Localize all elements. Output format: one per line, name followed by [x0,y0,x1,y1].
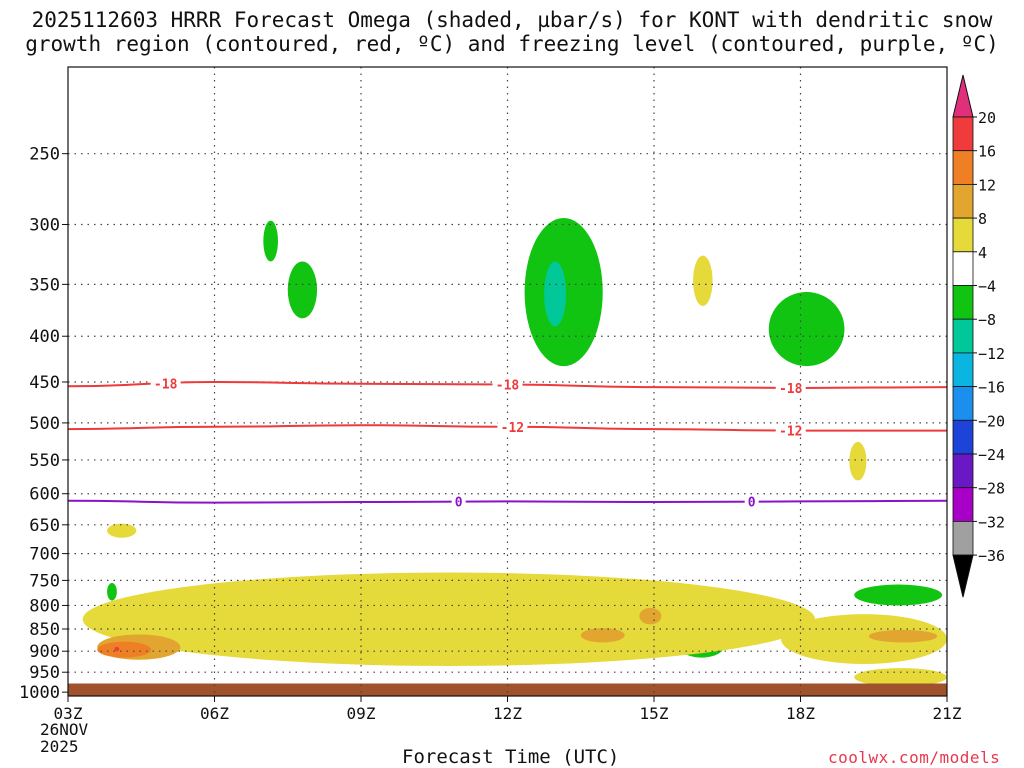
isotherm-label: -12 [779,424,802,439]
y-tick-label: 450 [29,373,60,393]
omega-region-6 [107,583,117,601]
colorbar-label: −16 [978,379,1005,397]
y-tick-label: 750 [29,571,60,591]
y-tick-label: 500 [29,414,60,434]
colorbar-label: −8 [978,311,996,329]
omega-region-16 [581,628,625,642]
omega-region-11 [107,524,136,538]
colorbar-segment [953,387,973,421]
colorbar-segment [953,151,973,185]
y-tick-label: 400 [29,327,60,347]
y-tick-label: 600 [29,485,60,505]
x-tick-label: 15Z [640,704,669,723]
isotherm-label: 0 [455,496,463,511]
colorbar-segment [953,252,973,286]
y-tick-label: 1000 [19,683,60,703]
site-credit[interactable]: coolwx.com/models [828,748,1000,767]
omega-region-10 [849,442,866,481]
colorbar-label: −24 [978,446,1005,464]
omega-region-20 [114,647,119,651]
omega-region-17 [639,608,661,625]
colorbar-segment [953,286,973,320]
omega-region-19 [97,642,151,658]
isotherm-label: -18 [154,377,178,392]
colorbar-segment [953,218,973,252]
colorbar-segment [953,319,973,353]
omega-region-18 [869,630,937,643]
colorbar-label: 4 [978,244,987,262]
isotherm-label: -18 [779,382,803,397]
x-tick-label: 21Z [933,704,962,723]
colorbar-top-arrow [953,75,973,117]
colorbar-segment [953,488,973,522]
y-tick-label: 650 [29,516,60,536]
isotherm-label: -12 [501,421,524,436]
colorbar-label: −4 [978,278,996,296]
omega-region-4 [544,262,566,327]
x-tick-label: 12Z [493,704,522,723]
omega-region-1 [263,221,278,262]
y-tick-label: 550 [29,451,60,471]
y-tick-label: 850 [29,620,60,640]
colorbar-segment [953,521,973,555]
colorbar-label: 16 [978,143,996,161]
y-tick-label: 300 [29,215,60,235]
y-tick-label: 800 [29,596,60,616]
colorbar-segment [953,454,973,488]
y-tick-label: 250 [29,145,60,165]
chart-area: -18 -18 -18 -12 -12 0 0 250 300 350 400 450 500 550 6… [0,0,1024,768]
colorbar-label: −12 [978,345,1005,363]
y-tick-label: 950 [29,663,60,683]
colorbar-label: −36 [978,547,1005,565]
omega-region-9 [693,256,713,306]
colorbar-label: −32 [978,513,1005,531]
colorbar-segment [953,117,973,151]
y-tick-label: 700 [29,545,60,565]
omega-shading-layer [83,218,947,686]
colorbar-label: 12 [978,176,996,194]
colorbar-segment [953,420,973,454]
omega-region-2 [288,262,317,319]
x-tick-label: 18Z [786,704,815,723]
x-tick-label: 09Z [347,704,376,723]
y-tick-label: 900 [29,642,60,662]
isotherm-label: 0 [748,496,756,511]
colorbar-label: −28 [978,480,1005,498]
colorbar-bottom-arrow [953,555,973,597]
start-date-year: 2025 [40,739,79,755]
colorbar-segment [953,184,973,218]
colorbar-segment [953,353,973,387]
colorbar-label: 20 [978,109,996,127]
omega-region-12 [83,573,816,666]
isotherm-label: -18 [496,379,520,394]
isotherm-line-2 [68,501,947,503]
colorbar-label: 8 [978,210,987,228]
omega-region-8 [854,585,942,606]
x-tick-label: 06Z [200,704,229,723]
colorbar-label: −20 [978,412,1005,430]
start-date-day: 26NOV [40,722,88,738]
x-axis-label: Forecast Time (UTC) [402,746,619,768]
omega-region-5 [769,292,845,366]
y-tick-label: 350 [29,275,60,295]
colorbar: 20 16 12 8 4 −4 −8 −12 −16 −20 −24 −28 −32 −36 [953,75,1005,597]
